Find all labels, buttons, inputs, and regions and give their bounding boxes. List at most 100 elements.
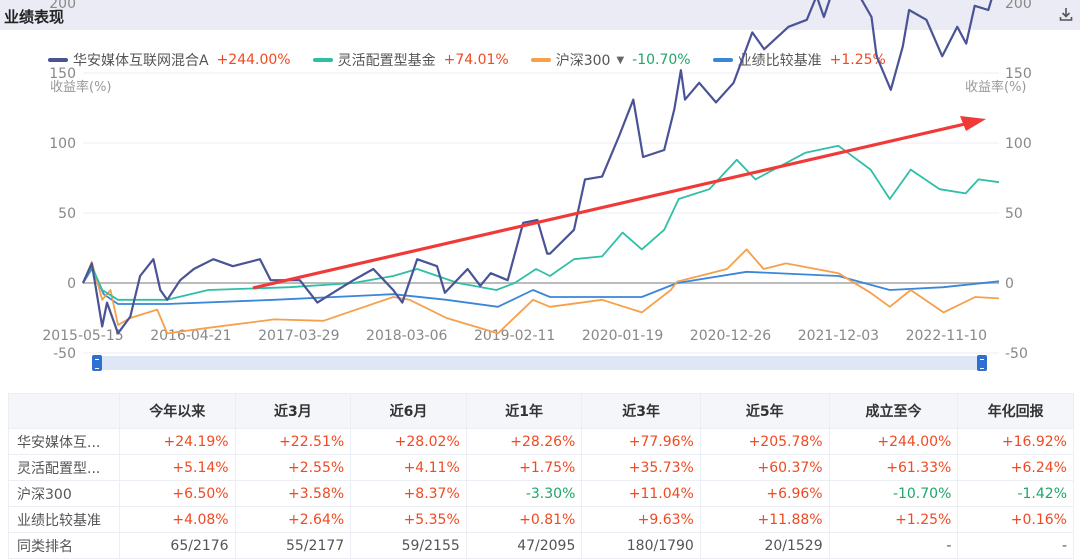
red-arrow-annotation <box>252 116 986 290</box>
legend-name: 灵活配置型基金 <box>337 53 436 69</box>
table-cell: +6.24% <box>957 454 1074 481</box>
table-row: 灵活配置型... +5.14% +2.55% +4.11% +1.75% +35.73% +… <box>8 454 1074 481</box>
table-cell: +28.26% <box>465 428 583 455</box>
table-cell: -3.30% <box>465 480 583 507</box>
y-axis-title-left: 收益率(%) <box>50 80 112 95</box>
column-header: 年化回报 <box>957 393 1074 429</box>
y-tick-label-right: 0 <box>1005 276 1014 292</box>
y-tick-label-left: 100 <box>49 136 76 152</box>
table-row: 业绩比较基准 +4.08% +2.64% +5.35% +0.81% +9.63% +11.… <box>8 506 1074 533</box>
column-header: 近3年 <box>581 393 701 429</box>
legend-swatch <box>530 58 551 62</box>
x-tick-label: 2020-12-26 <box>690 328 771 344</box>
table-header-row: 今年以来 近3月 近6月 近1年 近3年 近5年 成立至今 年化回报 <box>8 393 1074 429</box>
row-label: 沪深300 <box>8 480 120 507</box>
series-line <box>82 144 1000 301</box>
table-cell: +5.35% <box>350 506 467 533</box>
download-icon[interactable] <box>1058 6 1074 22</box>
legend-value: +244.00% <box>216 52 291 68</box>
table-cell: +5.14% <box>119 454 236 481</box>
legend-name: 华安媒体互联网混合A <box>73 53 209 69</box>
section-title: 业绩表现 <box>4 8 65 26</box>
table-cell: 47/2095 <box>465 532 583 559</box>
table-cell: 180/1790 <box>581 532 701 559</box>
table-cell: 65/2176 <box>119 532 236 559</box>
row-label: 同类排名 <box>8 532 120 559</box>
arrow-head <box>960 116 986 131</box>
legend-item[interactable]: 业绩比较基准 +1.25% <box>712 50 886 70</box>
table-cell: +16.92% <box>957 428 1074 455</box>
table-cell: +22.51% <box>234 428 352 455</box>
y-tick-label-left: 150 <box>49 66 76 82</box>
legend-value: +1.25% <box>829 52 886 68</box>
legend-name: 沪深300 <box>555 53 611 69</box>
legend-swatch <box>48 58 68 62</box>
table-cell: +1.75% <box>465 454 583 481</box>
column-header: 近5年 <box>699 393 830 429</box>
table-cell: +8.37% <box>350 480 467 507</box>
performance-table: 今年以来 近3月 近6月 近1年 近3年 近5年 成立至今 年化回报 华安媒体互... +24.… <box>8 393 1074 559</box>
table-cell: -1.42% <box>957 480 1074 507</box>
arrow-shaft <box>252 122 966 290</box>
column-header <box>8 393 120 429</box>
table-cell: -10.70% <box>828 480 959 507</box>
y-tick-label-left: -50 <box>53 346 76 362</box>
legend-swatch <box>712 58 733 62</box>
table-row: 华安媒体互... +24.19% +22.51% +28.02% +28.26% +77.… <box>8 428 1074 455</box>
legend-item[interactable]: 灵活配置型基金 +74.01% <box>312 50 509 70</box>
column-header: 成立至今 <box>828 393 959 429</box>
table-cell: +60.37% <box>699 454 830 481</box>
table-cell: +6.50% <box>119 480 236 507</box>
slider-handle-end[interactable] <box>977 355 987 371</box>
column-header: 今年以来 <box>119 393 236 429</box>
x-tick-label: 2015-05-15 <box>42 328 123 344</box>
table-cell: +4.11% <box>350 454 467 481</box>
performance-line-chart: 250250200200150150100100505000-50-502015… <box>42 0 1032 362</box>
series-line <box>82 248 1000 335</box>
table-cell: +11.04% <box>581 480 701 507</box>
y-tick-label-left: 200 <box>49 0 76 12</box>
series-line <box>81 0 993 335</box>
column-header: 近6月 <box>350 393 467 429</box>
table-cell: +9.63% <box>581 506 701 533</box>
table-cell: +35.73% <box>581 454 701 481</box>
table-cell: +2.64% <box>234 506 352 533</box>
caret-down-icon[interactable]: ▼ <box>616 54 625 66</box>
table-cell: +244.00% <box>828 428 959 455</box>
table-cell: +0.16% <box>957 506 1074 533</box>
table-cell: 55/2177 <box>234 532 352 559</box>
row-label: 业绩比较基准 <box>8 506 120 533</box>
y-tick-label-right: 100 <box>1005 136 1032 152</box>
table-cell: +77.96% <box>581 428 701 455</box>
legend-swatch <box>312 58 333 62</box>
x-tick-label: 2020-01-19 <box>582 328 663 344</box>
x-tick-label: 2017-03-29 <box>258 328 339 344</box>
table-cell: +28.02% <box>350 428 467 455</box>
x-tick-label: 2021-12-03 <box>798 328 879 344</box>
y-tick-label-right: -50 <box>1005 346 1028 362</box>
y-tick-label-left: 50 <box>58 206 76 222</box>
slider-handle-start[interactable] <box>92 355 102 371</box>
section-header: 业绩表现 <box>0 0 1080 30</box>
y-tick-label-right: 50 <box>1005 206 1023 222</box>
legend-item[interactable]: 沪深300 ▼ -10.70% <box>530 50 691 70</box>
y-tick-label-left: 0 <box>67 276 76 292</box>
legend-item[interactable]: 华安媒体互联网混合A +244.00% <box>48 50 291 70</box>
table-cell: 59/2155 <box>350 532 467 559</box>
table-cell: - <box>957 532 1074 559</box>
table-cell: - <box>828 532 959 559</box>
y-tick-label-right: 200 <box>1005 0 1032 12</box>
table-cell: +2.55% <box>234 454 352 481</box>
column-header: 近1年 <box>465 393 583 429</box>
row-label: 灵活配置型... <box>8 454 120 481</box>
table-row: 沪深300 +6.50% +3.58% +8.37% -3.30% +11.04% +6.9… <box>8 480 1074 507</box>
chart-legend: 华安媒体互联网混合A +244.00% 灵活配置型基金 +74.01% 沪深300 ▼ -1… <box>48 50 908 70</box>
date-range-slider[interactable] <box>92 355 987 371</box>
table-cell: +3.58% <box>234 480 352 507</box>
table-row: 同类排名 65/2176 55/2177 59/2155 47/2095 180/1790… <box>8 532 1074 559</box>
x-tick-label: 2018-03-06 <box>366 328 447 344</box>
legend-value: -10.70% <box>632 52 691 68</box>
x-tick-label: 2022-11-10 <box>906 328 987 344</box>
table-cell: +61.33% <box>828 454 959 481</box>
table-cell: +6.96% <box>699 480 830 507</box>
